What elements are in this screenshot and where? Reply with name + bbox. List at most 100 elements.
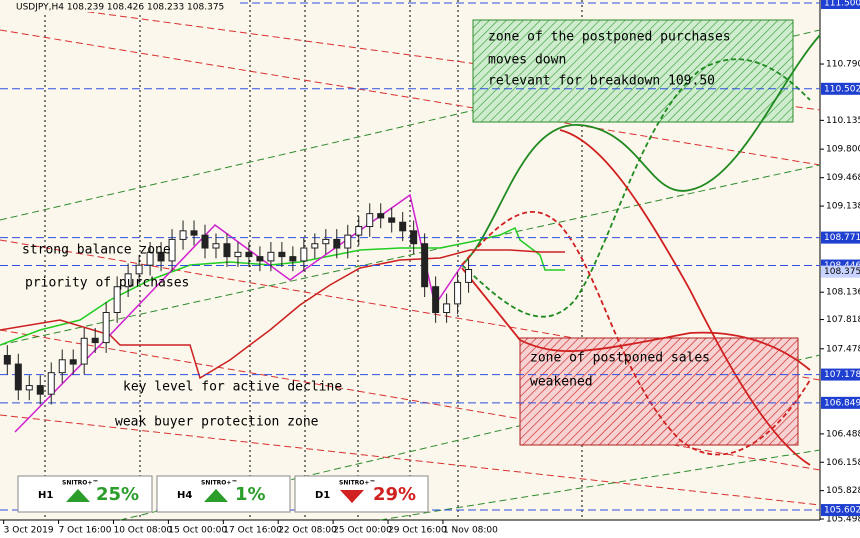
- widget: [156, 475, 291, 513]
- candle-body: [124, 273, 132, 288]
- y-tick-label: 105.498: [826, 515, 860, 525]
- candle-body: [333, 238, 341, 249]
- level-label-bg: [821, 231, 860, 244]
- annotation: key level for active decline: [123, 380, 342, 395]
- candle-body: [366, 213, 374, 228]
- x-tick-label: 7 Oct 16:00: [59, 526, 112, 536]
- candle-body: [47, 372, 55, 395]
- candle-body: [322, 238, 330, 245]
- x-tick-label: 29 Oct 16:00: [388, 526, 447, 536]
- candle-body: [223, 243, 231, 258]
- level-label-bg: [821, 0, 860, 9]
- header-bg: [0, 0, 240, 12]
- candle-body: [113, 286, 121, 313]
- candle-body: [267, 251, 275, 262]
- candle-body: [25, 385, 33, 391]
- annotation: relevant for breakdown 109.50: [488, 74, 715, 89]
- level-label-bg: [821, 368, 860, 381]
- level-label: 105.602: [824, 506, 860, 516]
- candle-body: [421, 243, 429, 288]
- annotation: weak buyer protection zone: [115, 415, 319, 430]
- y-tick-label: 105.828: [826, 486, 860, 496]
- widgets: [17, 475, 429, 513]
- widget-timeframe: H1: [38, 490, 53, 501]
- y-tick-label: 107.478: [826, 344, 860, 354]
- y-tick-label: 106.158: [826, 458, 860, 468]
- widget-brand: SNITRO+™: [339, 480, 375, 487]
- candle-body: [179, 230, 187, 240]
- y-tick-label: 109.468: [826, 173, 860, 183]
- up-arrow: [204, 489, 228, 502]
- candle-body: [245, 251, 253, 258]
- x-tick-label: 1 Nov 08:00: [443, 526, 498, 536]
- widget: [294, 475, 429, 513]
- candle-body: [157, 251, 165, 262]
- y-tick-label: 109.800: [826, 145, 860, 155]
- widget-timeframe: H4: [177, 490, 192, 501]
- widget: [17, 475, 153, 513]
- candle-body: [14, 363, 22, 391]
- candle-body: [102, 311, 110, 344]
- candle-body: [69, 359, 77, 365]
- x-tick-label: 10 Oct 08:00: [113, 526, 172, 536]
- candle-body: [212, 243, 220, 249]
- candle-body: [443, 303, 451, 313]
- candle-body: [201, 234, 209, 249]
- y-tick-label: 108.136: [826, 288, 860, 298]
- widget-brand: SNITRO+™: [62, 480, 98, 487]
- annotation: moves down: [488, 53, 566, 68]
- x-tick-label: 3 Oct 2019: [4, 526, 54, 536]
- level-label-bg: [821, 396, 860, 409]
- candle-body: [465, 269, 473, 283]
- level-label: 110.502: [824, 84, 860, 94]
- y-tick-label: 106.488: [826, 429, 860, 439]
- candle-body: [58, 359, 66, 374]
- candle-body: [190, 230, 198, 236]
- y-tick-label: 110.135: [826, 116, 860, 126]
- level-label: 107.178: [824, 370, 860, 380]
- candle-body: [399, 221, 407, 232]
- annotation: zone of the postponed purchases: [488, 30, 731, 45]
- candle-body: [377, 213, 385, 219]
- candle-body: [300, 247, 308, 262]
- candle-body: [135, 264, 143, 275]
- down-arrow: [340, 490, 364, 503]
- annotation: strong balance zone: [22, 243, 171, 258]
- widget-brand: SNITRO+™: [201, 480, 237, 487]
- x-tick-label: 22 Oct 08:00: [278, 526, 337, 536]
- level-label: 106.849: [824, 398, 860, 408]
- candle-body: [91, 337, 99, 344]
- header: USDJPY,H4 108.239 108.426 108.233 108.37…: [16, 3, 224, 13]
- candle-body: [278, 251, 286, 258]
- candle-body: [388, 217, 396, 223]
- candle-body: [146, 251, 154, 266]
- annotation: weakened: [530, 375, 593, 390]
- candle-body: [36, 385, 44, 395]
- candle-body: [355, 226, 363, 236]
- candle-body: [256, 256, 264, 262]
- candle-body: [311, 243, 319, 249]
- candle-body: [410, 230, 418, 245]
- level-label: 111.500: [824, 0, 860, 9]
- up-arrow: [66, 489, 90, 502]
- candle-body: [3, 354, 11, 365]
- level-label: 108.771: [824, 233, 860, 243]
- widget-percent: 1%: [235, 484, 266, 505]
- candle-body: [234, 251, 242, 258]
- candle-body: [80, 337, 88, 365]
- y-tick-label: 107.818: [826, 315, 860, 325]
- x-tick-label: 17 Oct 16:00: [223, 526, 282, 536]
- y-tick-label: 110.790: [826, 60, 860, 70]
- level-label-bg: [821, 504, 860, 517]
- y-tick-label: 109.138: [826, 202, 860, 212]
- price-label-bg: [821, 265, 860, 278]
- annotation: zone of postponed sales: [530, 351, 710, 366]
- annotation: priority of purchases: [25, 276, 189, 291]
- level-label-bg: [821, 82, 860, 95]
- x-tick-label: 25 Oct 00:00: [333, 526, 392, 536]
- candle-body: [168, 238, 176, 262]
- widget-timeframe: D1: [315, 490, 330, 501]
- candle-body: [289, 256, 297, 262]
